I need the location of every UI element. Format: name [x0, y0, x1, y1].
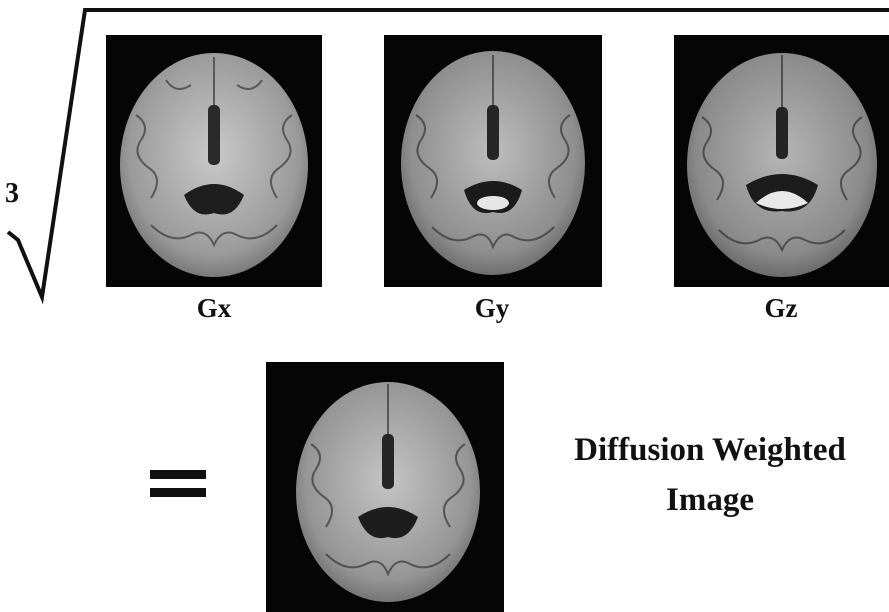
square-root-sign — [6, 8, 889, 305]
result-label-line2: Image — [666, 482, 754, 518]
result-label: Diffusion Weighted Image — [530, 425, 889, 525]
mri-image-gx — [106, 35, 322, 287]
root-index: 3 — [5, 178, 19, 209]
result-label-line1: Diffusion Weighted — [574, 432, 846, 468]
equals-sign — [150, 452, 208, 512]
label-gx: Gx — [196, 293, 232, 323]
mri-image-gy — [384, 35, 602, 287]
mri-image-gz — [674, 35, 889, 287]
label-gz: Gz — [764, 293, 798, 323]
label-gy: Gy — [474, 293, 510, 323]
mri-image-dwi — [266, 362, 504, 612]
